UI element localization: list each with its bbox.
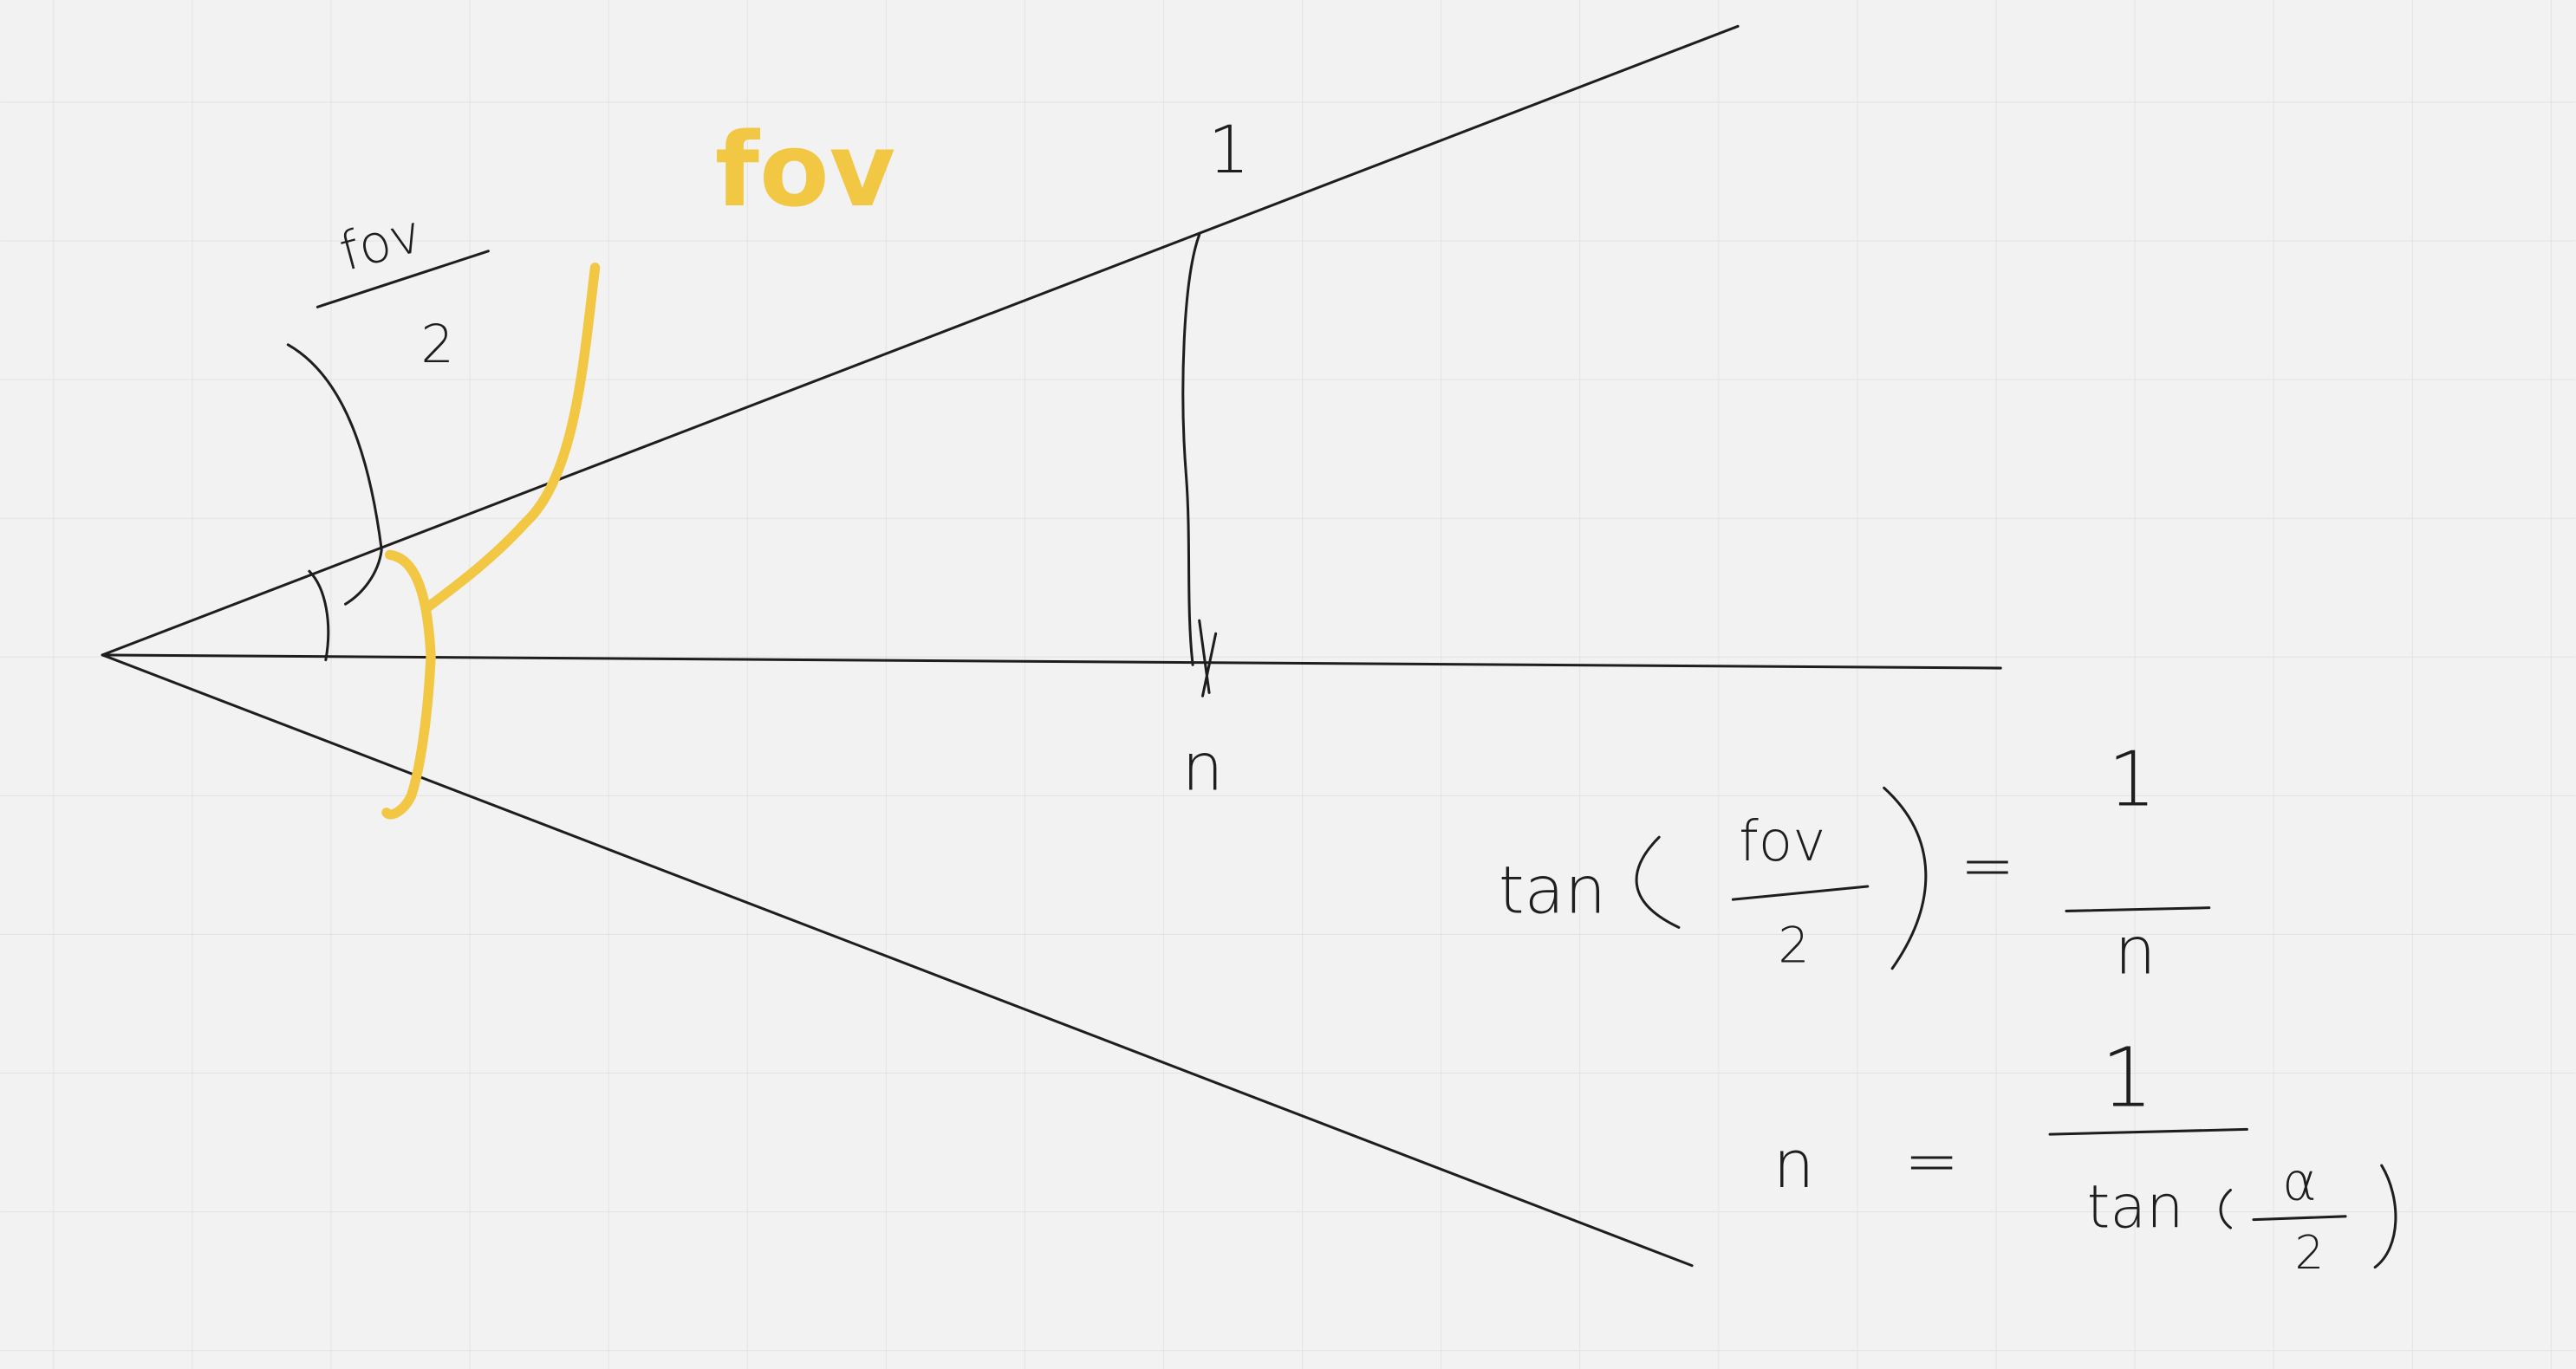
equation-2: n = 1 tan α 2: [1773, 1030, 2397, 1280]
paren: [1883, 786, 1928, 970]
fraction-bar: [315, 250, 490, 308]
paren: [2219, 1188, 2232, 1230]
numerator: α: [2282, 1152, 2317, 1212]
fraction-bar: [2252, 1215, 2347, 1222]
angle-arcs: [286, 263, 601, 820]
half-angle-denominator: 2: [420, 315, 454, 375]
frustum-lines: [101, 24, 2002, 1268]
operator: =: [1904, 1123, 1959, 1199]
numerator: fov: [1739, 809, 1825, 874]
paren: [2373, 1164, 2397, 1269]
lhs: n: [1773, 1126, 1814, 1203]
paren: [1635, 835, 1681, 929]
operator: =: [1960, 827, 2014, 904]
denominator: n: [2115, 913, 2156, 989]
numerator: 1: [2108, 736, 2156, 824]
equation-1: tan fov 2 = 1 n: [1499, 736, 2211, 989]
function: tan: [1499, 852, 1606, 928]
opposite-label: 1: [1208, 112, 1250, 188]
fraction-bar: [2048, 1127, 2248, 1136]
fraction-bar: [1731, 885, 1870, 901]
denominator: 2: [1778, 918, 1809, 975]
fraction-bar: [2065, 906, 2211, 912]
denominator: 2: [2294, 1226, 2324, 1280]
numerator: 1: [2101, 1030, 2153, 1126]
adjacent-label: n: [1181, 729, 1223, 805]
angle-label: fov: [715, 111, 895, 230]
function: tan: [2087, 1174, 2184, 1242]
